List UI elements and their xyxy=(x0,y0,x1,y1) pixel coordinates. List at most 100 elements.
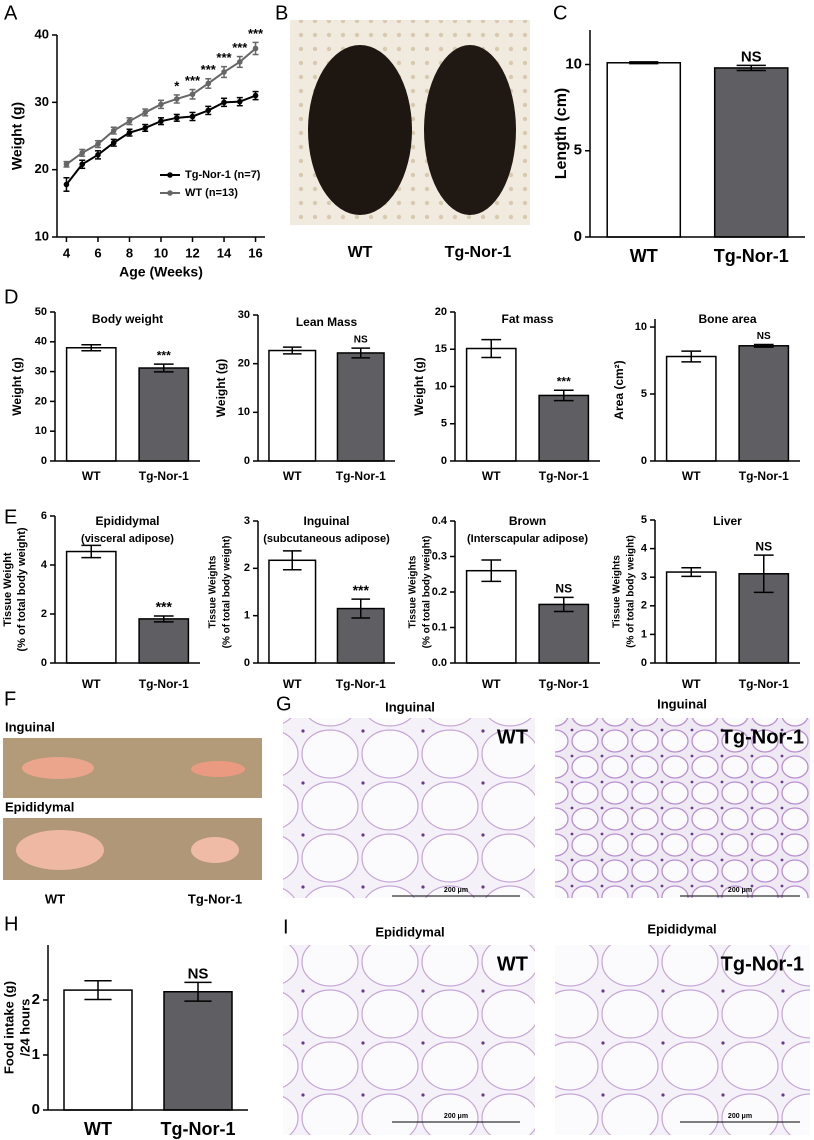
y-axis-label: /24 hours xyxy=(17,999,32,1057)
point xyxy=(221,99,227,106)
significance: *** xyxy=(232,40,248,55)
y-tick-label: 50 xyxy=(35,306,47,318)
x-tick-label: WT xyxy=(84,1119,112,1139)
x-tick-label: WT xyxy=(630,246,658,266)
y-tick-label: 1 xyxy=(641,628,647,640)
y-tick-label: 30 xyxy=(35,366,47,378)
y-tick-label: 0 xyxy=(244,657,250,669)
panel-letter: B xyxy=(275,2,288,24)
bar xyxy=(268,559,317,664)
bar xyxy=(63,989,133,1111)
y-tick-label: 10 xyxy=(35,425,47,437)
y-axis-label: (% of total body weight) xyxy=(626,535,637,648)
x-tick-label: WT xyxy=(482,469,501,483)
y-tick-label: 10 xyxy=(238,406,250,418)
point xyxy=(63,181,70,188)
point xyxy=(95,141,101,147)
point xyxy=(79,161,86,168)
y-axis-label: Food intake (g) xyxy=(1,981,16,1074)
bar xyxy=(665,571,717,664)
significance: NS xyxy=(757,331,771,342)
x-tick-label: Tg-Nor-1 xyxy=(739,677,789,691)
y-tick-label: 2 xyxy=(641,600,647,612)
scale-label: 200 μm xyxy=(444,887,468,894)
x-tick-label: Tg-Nor-1 xyxy=(539,469,589,483)
point xyxy=(173,96,180,102)
scale-label: 200 μm xyxy=(444,1113,468,1120)
legend-label: WT (n=13) xyxy=(185,187,238,199)
significance: *** xyxy=(157,348,171,362)
x-tick-label: Tg-Nor-1 xyxy=(336,469,386,483)
point xyxy=(142,109,149,116)
chart-title: Brown xyxy=(509,514,546,528)
bar xyxy=(465,347,517,462)
photo-title: Inguinal xyxy=(657,696,707,711)
photo-inguinal xyxy=(3,738,262,798)
y-tick-label: 5 xyxy=(574,142,582,159)
chart-subtitle: (Interscapular adipose) xyxy=(467,533,588,545)
y-axis-label: Weight (g) xyxy=(10,357,24,415)
photo-label: Tg-Nor-1 xyxy=(445,244,512,261)
y-axis-label: (% of total body weight) xyxy=(16,527,28,651)
x-tick-label: Tg-Nor-1 xyxy=(539,677,589,691)
x-tick-label: Tg-Nor-1 xyxy=(714,246,789,266)
x-tick-label: 12 xyxy=(185,245,199,260)
x-tick-label: WT xyxy=(82,677,101,691)
photo-label: WT xyxy=(348,244,373,261)
y-axis-label: Tissue Weights xyxy=(208,555,219,628)
photo-title: Inguinal xyxy=(5,719,55,734)
significance: *** xyxy=(248,26,264,41)
photo-epididymal xyxy=(3,818,262,880)
y-tick-label: 3 xyxy=(244,515,250,527)
y-tick-label: 5 xyxy=(641,514,647,526)
chart-title: Inguinal xyxy=(304,514,350,528)
y-tick-label: 20 xyxy=(435,306,447,318)
y-axis-label: Weight (g) xyxy=(9,102,25,170)
point xyxy=(205,80,212,87)
y-axis-label: Weight (g) xyxy=(214,359,228,417)
y-tick-label: 0 xyxy=(641,657,647,669)
y-tick-label: 6 xyxy=(41,510,47,522)
x-tick-label: WT xyxy=(82,469,101,483)
x-tick-label: 14 xyxy=(217,245,232,260)
panel-letter: C xyxy=(553,2,567,24)
y-tick-label: 0.2 xyxy=(432,586,447,598)
panel-letter: E xyxy=(4,506,17,528)
x-tick-label: WT xyxy=(682,677,701,691)
x-tick-label: Tg-Nor-1 xyxy=(139,677,189,691)
point xyxy=(252,92,259,99)
significance: *** xyxy=(185,73,201,88)
significance: NS xyxy=(354,335,368,346)
x-tick-label: WT xyxy=(682,469,701,483)
photo-label: WT xyxy=(497,726,528,748)
x-tick-label: 8 xyxy=(126,245,133,260)
chart-subtitle: (visceral adipose) xyxy=(81,533,174,545)
photo-title: Epididymal xyxy=(5,799,74,814)
significance: NS xyxy=(755,539,772,553)
point xyxy=(205,107,212,114)
x-tick-label: Tg-Nor-1 xyxy=(139,469,189,483)
x-axis-label: Age (Weeks) xyxy=(119,264,203,280)
x-tick-label: WT xyxy=(283,677,302,691)
x-tick-label: WT xyxy=(482,677,501,691)
bar xyxy=(336,352,385,462)
y-tick-label: 0 xyxy=(41,657,47,669)
panel-letter: F xyxy=(4,688,16,710)
y-tick-label: 40 xyxy=(35,336,47,348)
y-tick-label: 1 xyxy=(244,610,250,622)
photo-title: Epididymal xyxy=(647,921,716,936)
point xyxy=(252,45,259,52)
photo-label: WT xyxy=(497,953,528,975)
chart-title: Body weight xyxy=(92,312,163,326)
y-tick-label: 0 xyxy=(244,455,250,467)
chart-subtitle: (subcutaneous adipose) xyxy=(263,533,390,545)
significance: *** xyxy=(557,374,571,388)
point xyxy=(79,150,86,156)
y-tick-label: 0 xyxy=(574,228,582,245)
point xyxy=(158,118,164,124)
y-axis-label: Tissue Weights xyxy=(612,555,623,628)
y-tick-label: 4 xyxy=(641,543,648,555)
significance: *** xyxy=(216,50,232,65)
x-tick-label: Tg-Nor-1 xyxy=(336,677,386,691)
point xyxy=(236,59,243,65)
